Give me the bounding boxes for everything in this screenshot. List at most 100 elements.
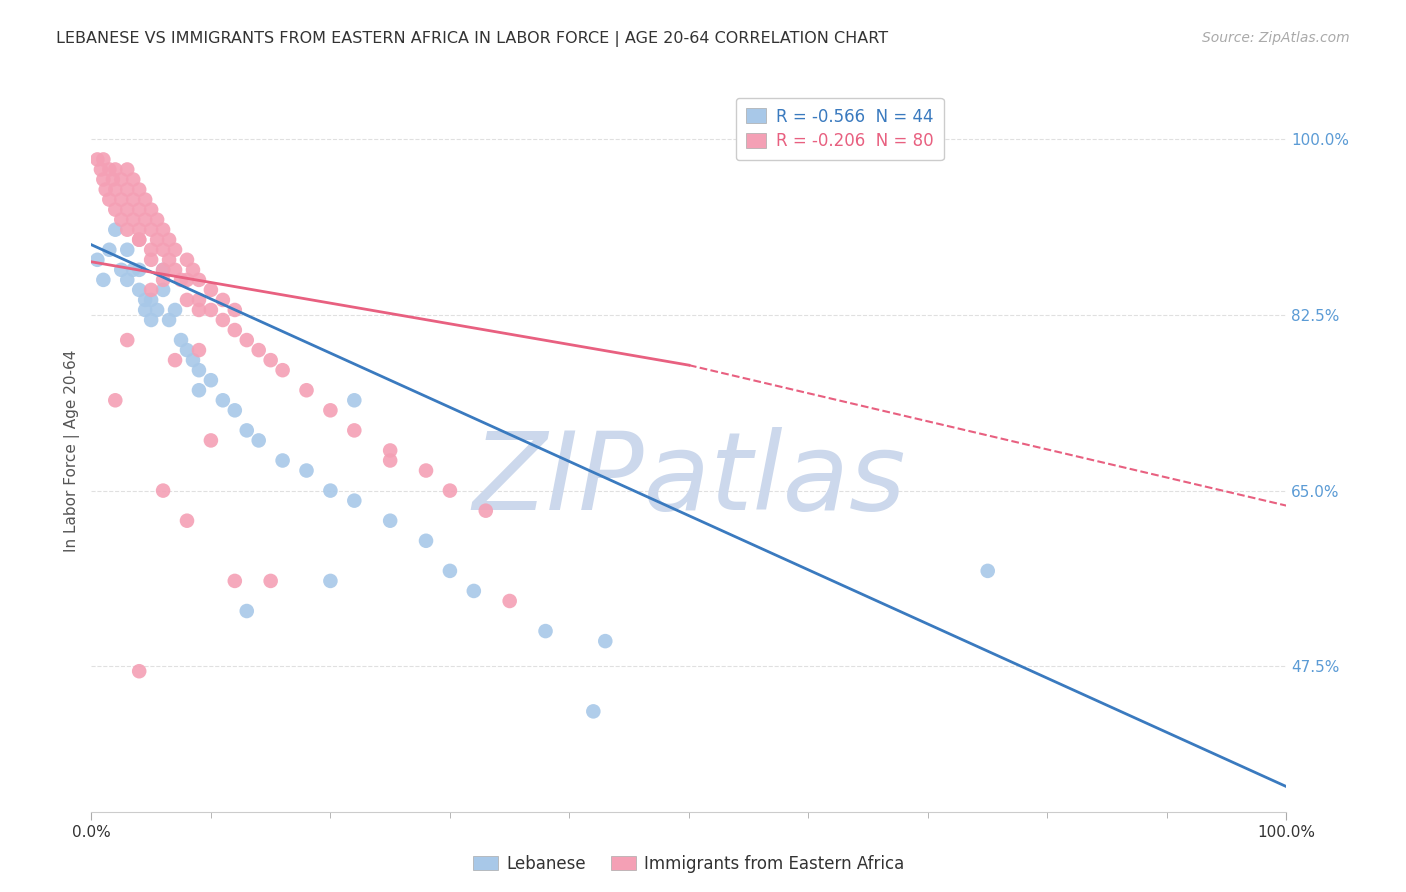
Point [146,212,169,227]
Point [152,283,174,297]
Legend: Lebanese, Immigrants from Eastern Africa: Lebanese, Immigrants from Eastern Africa [467,848,911,880]
Point [343,424,366,438]
Point [319,403,342,417]
Point [93,273,114,287]
Point [93,153,114,167]
Point [104,393,127,408]
Point [128,283,150,297]
Point [582,705,605,719]
Point [157,233,180,247]
Point [295,463,318,477]
Point [152,273,174,287]
Point [271,453,294,467]
Text: LEBANESE VS IMMIGRANTS FROM EASTERN AFRICA IN LABOR FORCE | AGE 20-64 CORRELATIO: LEBANESE VS IMMIGRANTS FROM EASTERN AFRI… [56,31,889,47]
Point [378,453,402,467]
Point [141,293,162,307]
Point [259,353,281,368]
Point [128,222,150,236]
Point [122,262,145,277]
Point [141,243,162,257]
Point [176,252,198,267]
Point [141,202,162,217]
Point [134,193,156,207]
Point [224,403,246,417]
Point [141,222,162,236]
Point [593,634,616,648]
Point [98,243,121,257]
Point [343,393,366,408]
Point [94,182,117,196]
Point [90,162,112,177]
Point [211,393,233,408]
Point [128,233,150,247]
Text: Source: ZipAtlas.com: Source: ZipAtlas.com [1202,31,1350,45]
Point [152,243,174,257]
Point [152,483,174,498]
Point [319,574,342,588]
Point [110,172,132,186]
Point [157,313,180,327]
Point [122,212,145,227]
Point [415,533,437,548]
Point [200,434,222,448]
Point [181,262,204,277]
Point [128,182,150,196]
Point [534,624,557,639]
Point [259,574,281,588]
Point [247,434,270,448]
Point [157,252,180,267]
Text: ZIPatlas: ZIPatlas [472,427,905,532]
Point [235,333,259,347]
Point [128,202,150,217]
Point [134,303,156,318]
Point [141,252,162,267]
Point [170,273,193,287]
Point [104,162,127,177]
Legend: R = -0.566  N = 44, R = -0.206  N = 80: R = -0.566 N = 44, R = -0.206 N = 80 [735,97,943,161]
Point [176,273,198,287]
Point [224,303,246,318]
Point [200,303,222,318]
Point [463,583,485,598]
Point [128,233,150,247]
Point [115,202,138,217]
Point [170,333,193,347]
Point [101,172,124,186]
Point [115,243,138,257]
Point [134,212,156,227]
Point [115,162,138,177]
Point [115,333,138,347]
Point [141,313,162,327]
Point [86,153,108,167]
Point [122,172,145,186]
Point [211,313,233,327]
Point [115,182,138,196]
Point [115,222,138,236]
Point [110,262,132,277]
Point [110,212,132,227]
Point [163,353,186,368]
Point [200,373,222,387]
Y-axis label: In Labor Force | Age 20-64: In Labor Force | Age 20-64 [65,350,80,551]
Point [152,262,174,277]
Point [187,303,211,318]
Point [211,293,233,307]
Point [176,514,198,528]
Point [295,384,318,398]
Point [152,262,174,277]
Point [176,293,198,307]
Point [976,564,998,578]
Point [128,262,150,277]
Point [104,222,127,236]
Point [224,574,246,588]
Point [378,443,402,458]
Point [146,303,169,318]
Point [187,273,211,287]
Point [235,604,259,618]
Point [235,424,259,438]
Point [152,222,174,236]
Point [474,503,498,517]
Point [498,594,520,608]
Point [122,193,145,207]
Point [319,483,342,498]
